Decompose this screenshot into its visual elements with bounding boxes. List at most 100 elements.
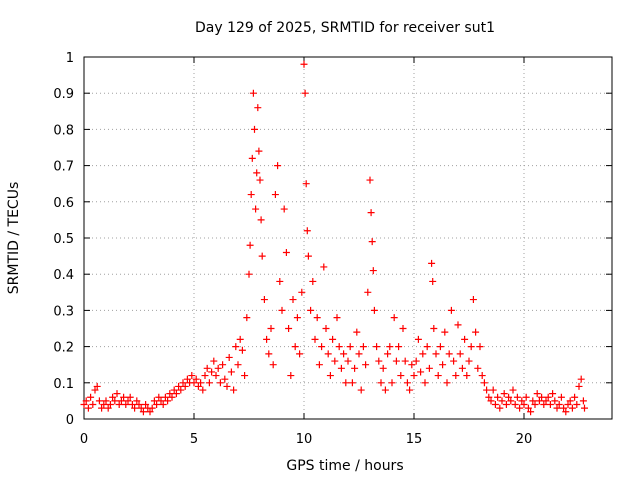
data-point bbox=[362, 361, 370, 369]
data-point bbox=[243, 314, 251, 322]
data-point bbox=[577, 375, 585, 383]
data-point bbox=[311, 335, 319, 343]
data-point bbox=[303, 227, 311, 235]
data-point bbox=[529, 397, 537, 405]
data-point bbox=[566, 397, 574, 405]
y-tick-label: 0.6 bbox=[53, 196, 74, 211]
data-point bbox=[135, 401, 143, 409]
data-point bbox=[447, 306, 455, 314]
data-point bbox=[298, 288, 306, 296]
data-point bbox=[546, 401, 554, 409]
y-tick-label: 0.4 bbox=[53, 268, 74, 283]
data-point bbox=[280, 205, 288, 213]
data-point bbox=[465, 357, 473, 365]
data-point bbox=[568, 404, 576, 412]
data-point bbox=[170, 386, 178, 394]
data-point bbox=[117, 397, 125, 405]
data-point bbox=[236, 335, 244, 343]
data-point bbox=[201, 372, 209, 380]
data-point bbox=[421, 379, 429, 387]
data-point bbox=[408, 361, 416, 369]
data-point bbox=[480, 379, 488, 387]
data-point bbox=[452, 372, 460, 380]
data-point bbox=[320, 263, 328, 271]
data-point bbox=[91, 386, 99, 394]
data-point bbox=[293, 314, 301, 322]
data-point bbox=[102, 397, 110, 405]
data-point bbox=[247, 191, 255, 199]
data-point bbox=[241, 372, 249, 380]
data-point bbox=[84, 404, 92, 412]
data-point bbox=[505, 393, 513, 401]
data-point bbox=[432, 350, 440, 358]
data-point bbox=[153, 401, 161, 409]
data-point bbox=[401, 357, 409, 365]
data-point bbox=[183, 375, 191, 383]
data-point bbox=[348, 379, 356, 387]
data-point bbox=[463, 372, 471, 380]
y-axis-title: SRMTID / TECUs bbox=[6, 182, 22, 295]
data-point bbox=[234, 361, 242, 369]
data-point bbox=[282, 248, 290, 256]
data-point bbox=[509, 386, 517, 394]
y-tick-label: 0.2 bbox=[53, 341, 74, 356]
data-point bbox=[494, 393, 502, 401]
data-point bbox=[562, 408, 570, 416]
data-point bbox=[248, 154, 256, 162]
data-point bbox=[419, 350, 427, 358]
data-point bbox=[126, 393, 134, 401]
y-tick-label: 1 bbox=[66, 51, 74, 66]
data-point bbox=[106, 401, 114, 409]
data-point bbox=[500, 390, 508, 398]
data-point bbox=[507, 397, 515, 405]
data-point bbox=[461, 335, 469, 343]
data-point bbox=[355, 350, 363, 358]
data-point bbox=[384, 350, 392, 358]
data-point bbox=[458, 364, 466, 372]
data-point bbox=[137, 404, 145, 412]
data-point bbox=[351, 364, 359, 372]
data-point bbox=[373, 343, 381, 351]
data-point bbox=[87, 393, 95, 401]
data-point bbox=[227, 368, 235, 376]
data-point bbox=[257, 216, 265, 224]
grid-lines bbox=[84, 57, 612, 419]
data-point bbox=[164, 397, 172, 405]
y-axis: 0 0.1 0.2 0.3 0.4 0.5 0.6 0.7 0.8 0.9 1 bbox=[53, 51, 612, 428]
data-point bbox=[124, 397, 132, 405]
data-point bbox=[245, 270, 253, 278]
data-point bbox=[478, 372, 486, 380]
x-tick-label: 0 bbox=[80, 432, 88, 447]
data-point bbox=[313, 314, 321, 322]
data-point bbox=[538, 393, 546, 401]
data-point bbox=[256, 176, 264, 184]
data-point bbox=[315, 361, 323, 369]
x-axis: 0 5 10 15 20 bbox=[80, 57, 532, 447]
data-point bbox=[522, 393, 530, 401]
data-point bbox=[450, 357, 458, 365]
data-point bbox=[359, 343, 367, 351]
data-point bbox=[472, 328, 480, 336]
data-point bbox=[190, 379, 198, 387]
data-point bbox=[340, 350, 348, 358]
data-point bbox=[571, 393, 579, 401]
data-point bbox=[392, 357, 400, 365]
data-point bbox=[414, 335, 422, 343]
data-point bbox=[255, 147, 263, 155]
data-point bbox=[322, 325, 330, 332]
data-point bbox=[551, 397, 559, 405]
x-axis-title: GPS time / hours bbox=[286, 458, 403, 474]
data-point bbox=[221, 375, 229, 383]
data-point bbox=[366, 176, 374, 184]
data-point bbox=[498, 397, 506, 405]
data-point bbox=[557, 393, 565, 401]
data-point bbox=[579, 397, 587, 405]
data-point bbox=[342, 379, 350, 387]
data-point bbox=[353, 328, 361, 336]
y-tick-label: 0.8 bbox=[53, 123, 74, 138]
data-point bbox=[133, 397, 141, 405]
y-tick-label: 0.3 bbox=[53, 304, 74, 319]
data-point bbox=[403, 379, 411, 387]
data-point bbox=[230, 386, 238, 394]
data-point bbox=[367, 209, 375, 217]
